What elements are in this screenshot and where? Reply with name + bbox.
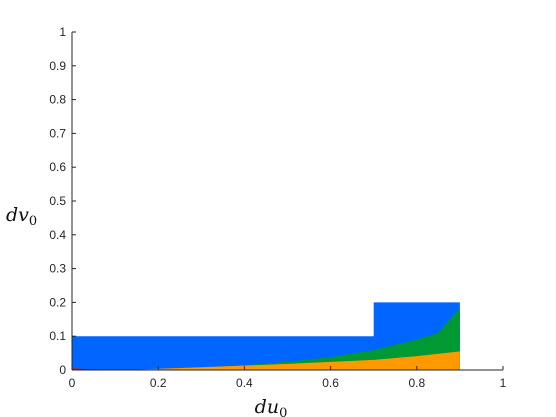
x-tick-label: 0	[69, 376, 76, 390]
x-ticks: 0 0.2 0.4 0.6 0.8 1	[69, 366, 507, 390]
x-tick-label: 0.4	[236, 376, 253, 390]
y-tick-label: 0.6	[49, 160, 66, 174]
y-tick-label: 1	[59, 25, 66, 39]
plot-regions	[72, 302, 460, 370]
y-tick-label: 0.5	[49, 194, 66, 208]
y-tick-label: 0.7	[49, 126, 66, 140]
y-tick-label: 0.3	[49, 262, 66, 276]
x-tick-label: 0.2	[150, 376, 167, 390]
y-tick-label: 0.2	[49, 295, 66, 309]
x-tick-label: 0.6	[322, 376, 339, 390]
y-tick-label: 0.9	[49, 59, 66, 73]
y-axis-label-sub: 0	[29, 214, 37, 229]
y-tick-label: 0.8	[49, 93, 66, 107]
y-axis-label: dv0	[6, 204, 37, 229]
region-1	[115, 308, 460, 370]
y-tick-label: 0.1	[49, 329, 66, 343]
y-ticks: 0 0.1 0.2 0.3 0.4 0.5 0.6 0.7 0.8 0.9 1	[49, 25, 76, 377]
x-tick-label: 1	[500, 376, 507, 390]
x-axis-label-sub: 0	[279, 406, 287, 417]
y-axis-label-main: dv	[6, 204, 29, 226]
y-tick-label: 0	[59, 363, 66, 377]
x-axis-label: du0	[255, 396, 288, 417]
x-axis-label-main: du	[255, 396, 279, 417]
x-tick-label: 0.8	[408, 376, 425, 390]
region-2	[123, 351, 460, 370]
y-tick-label: 0.4	[49, 228, 66, 242]
